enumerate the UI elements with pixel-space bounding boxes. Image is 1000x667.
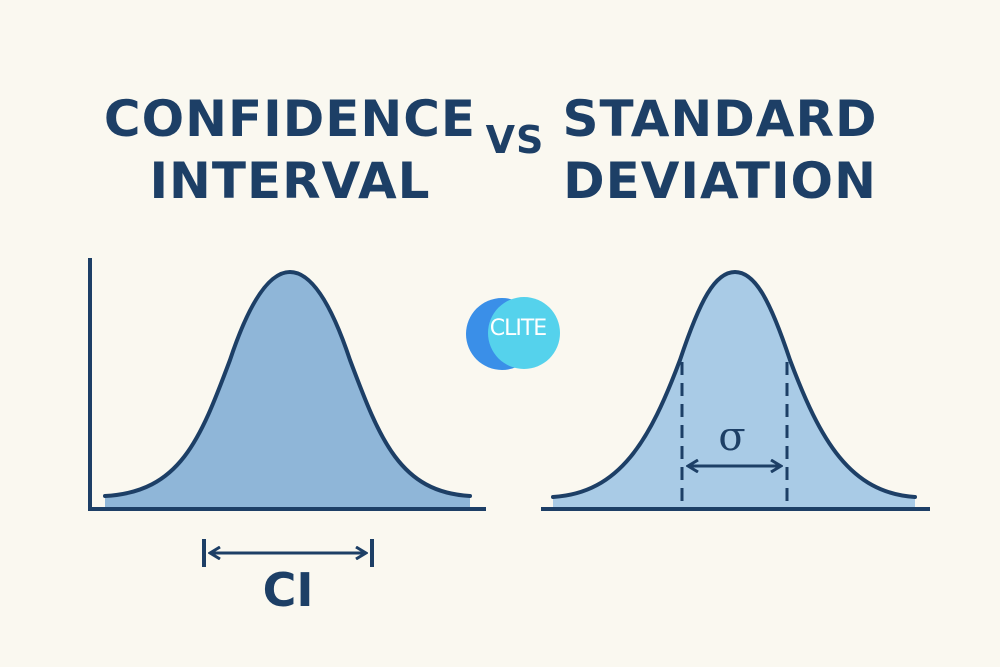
- standard-deviation-chart: [541, 269, 930, 511]
- ci-label: CI: [262, 563, 314, 617]
- logo-icon: [466, 297, 560, 370]
- title-right-line1: STANDARD: [562, 90, 878, 148]
- left-curve-line: [103, 269, 472, 498]
- right-curve-fill: [553, 272, 915, 508]
- right-curve-line: [551, 269, 917, 499]
- title-right-line2: DEVIATION: [563, 152, 877, 210]
- left-curve-fill: [105, 272, 470, 508]
- logo-text: CLITE: [489, 316, 547, 341]
- confidence-interval-title: CONFIDENCE INTERVAL: [100, 88, 480, 212]
- confidence-interval-chart: [88, 258, 486, 567]
- vs-label: VS: [485, 118, 545, 162]
- title-left-line1: CONFIDENCE: [103, 90, 477, 148]
- sigma-label: σ: [718, 414, 746, 460]
- standard-deviation-title: STANDARD DEVIATION: [560, 88, 880, 212]
- title-left-line2: INTERVAL: [149, 152, 431, 210]
